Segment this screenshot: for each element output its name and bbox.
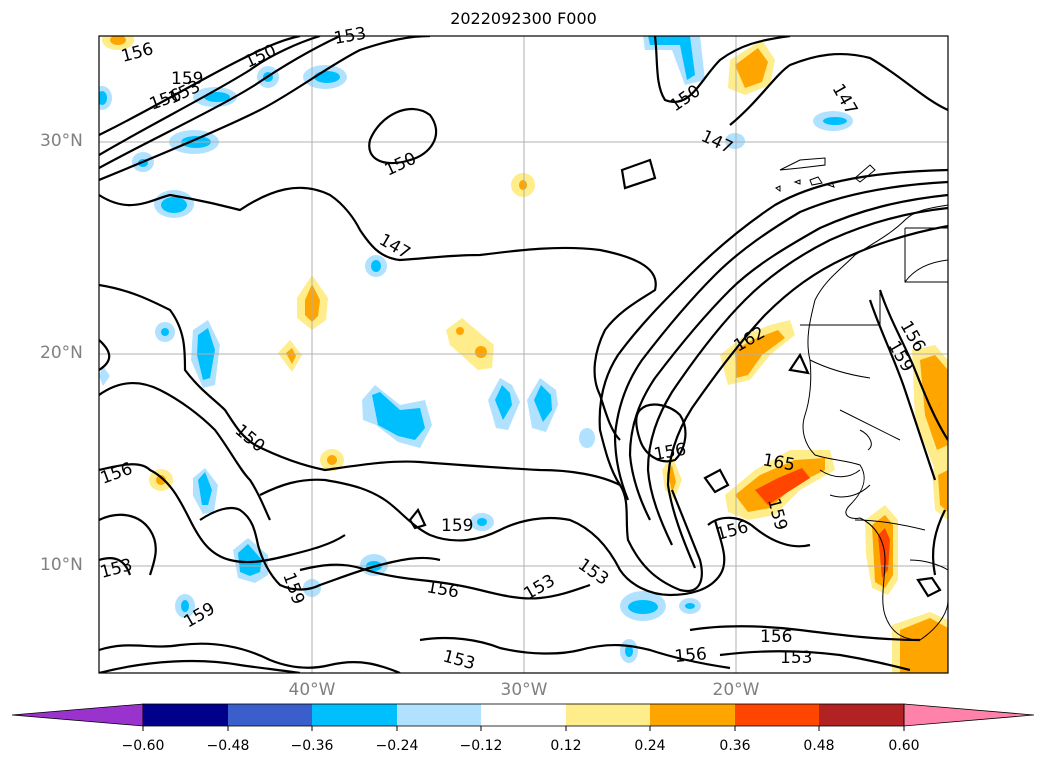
coastline <box>775 157 948 641</box>
contour-label: 156 <box>674 644 708 667</box>
lon-label-40w: 40°W <box>288 680 336 700</box>
colorbar-high-extend <box>903 703 1035 727</box>
colorbar-tick-label: 0.48 <box>803 738 835 754</box>
colorbar-tick-label: 0.24 <box>634 738 666 754</box>
lat-label-10n: 10°N <box>40 555 83 575</box>
lat-label-20n: 20°N <box>40 343 83 363</box>
colorbar-tick-label: 0.12 <box>550 738 582 754</box>
colorbar-low-extend <box>11 703 144 727</box>
contour-label: 159 <box>171 69 203 89</box>
height-contours <box>99 36 948 673</box>
colorbar-bin <box>735 704 819 726</box>
map-frame <box>98 35 949 674</box>
colorbar-bin <box>481 704 566 726</box>
colorbar-tick-label: −0.48 <box>206 738 250 754</box>
lat-label-30n: 30°N <box>40 131 83 151</box>
colorbar-bin <box>566 704 650 726</box>
lon-label-30w: 30°W <box>500 680 548 700</box>
colorbar-bin <box>650 704 735 726</box>
colorbar-bin <box>143 704 228 726</box>
colorbar-tick-label: −0.60 <box>121 738 165 754</box>
colorbar-tick-label: 0.60 <box>888 738 920 754</box>
colorbar-tick-label: −0.36 <box>290 738 334 754</box>
contour-label: 156 <box>760 627 792 647</box>
negative-anomaly-patches <box>99 36 853 663</box>
contour-label: 153 <box>780 648 812 668</box>
contour-label: 159 <box>441 516 473 536</box>
colorbar-tick-label: 0.36 <box>719 738 751 754</box>
lon-label-20w: 20°W <box>712 680 760 700</box>
colorbar-bin <box>397 704 481 726</box>
colorbar-bin <box>312 704 397 726</box>
colorbar-bin <box>819 704 904 726</box>
colorbar-bin <box>228 704 312 726</box>
colorbar-outline <box>142 703 905 727</box>
colorbar <box>11 703 1035 731</box>
colorbar-tick-label: −0.24 <box>375 738 419 754</box>
map-title: 2022092300 F000 <box>450 9 597 28</box>
colorbar-tick-label: −0.12 <box>459 738 503 754</box>
